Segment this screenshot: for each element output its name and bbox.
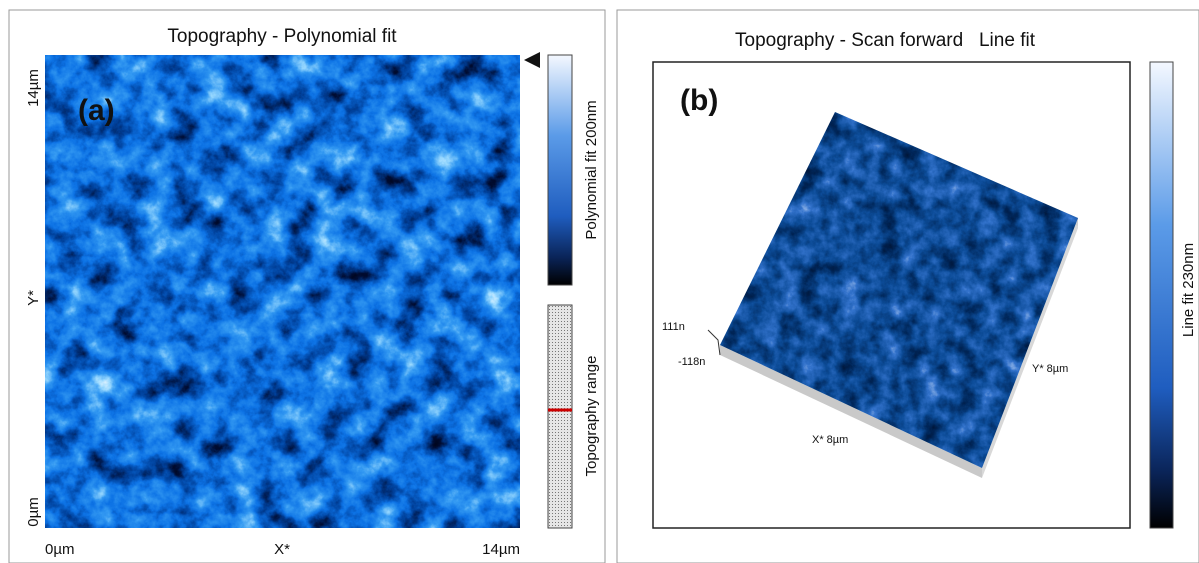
x-axis-label: X* 8µm	[812, 434, 848, 446]
y-tick-label: 14µm	[25, 69, 42, 107]
z-tick-label: -118n	[678, 356, 705, 368]
colorbar	[1149, 61, 1174, 529]
panel-title: Topography - Scan forward Line fit	[735, 30, 1036, 51]
z-tick-label: 111n	[662, 321, 685, 333]
topography-image	[45, 55, 520, 528]
colorbar-label: Polynomial fit 200nm	[583, 100, 600, 239]
y-tick-label: 0µm	[25, 497, 42, 526]
y-axis-label: Y* 8µm	[1032, 363, 1068, 375]
x-tick-label: 14µm	[482, 541, 520, 558]
y-axis-label: Y*	[25, 290, 42, 306]
surface-base	[720, 345, 982, 478]
panel-title: Topography - Polynomial fit	[167, 26, 397, 47]
colorbar-label: Line fit 230nm	[1180, 243, 1197, 337]
z-axis	[707, 329, 721, 356]
range-label: Topography range	[583, 356, 600, 477]
x-tick-label: 0µm	[45, 541, 74, 558]
pointer	[524, 52, 540, 68]
range-bar	[547, 304, 573, 529]
panel-label: (a)	[78, 94, 115, 127]
colorbar	[547, 54, 573, 286]
surface-base	[982, 218, 1078, 478]
panel-label: (b)	[680, 84, 718, 117]
x-axis-label: X*	[274, 541, 290, 558]
